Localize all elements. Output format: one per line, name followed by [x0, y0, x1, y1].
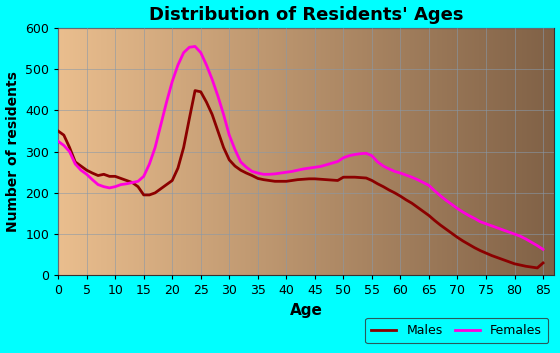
Title: Distribution of Residents' Ages: Distribution of Residents' Ages: [149, 6, 464, 24]
Y-axis label: Number of residents: Number of residents: [6, 71, 20, 232]
X-axis label: Age: Age: [290, 303, 323, 318]
Legend: Males, Females: Males, Females: [365, 318, 548, 343]
